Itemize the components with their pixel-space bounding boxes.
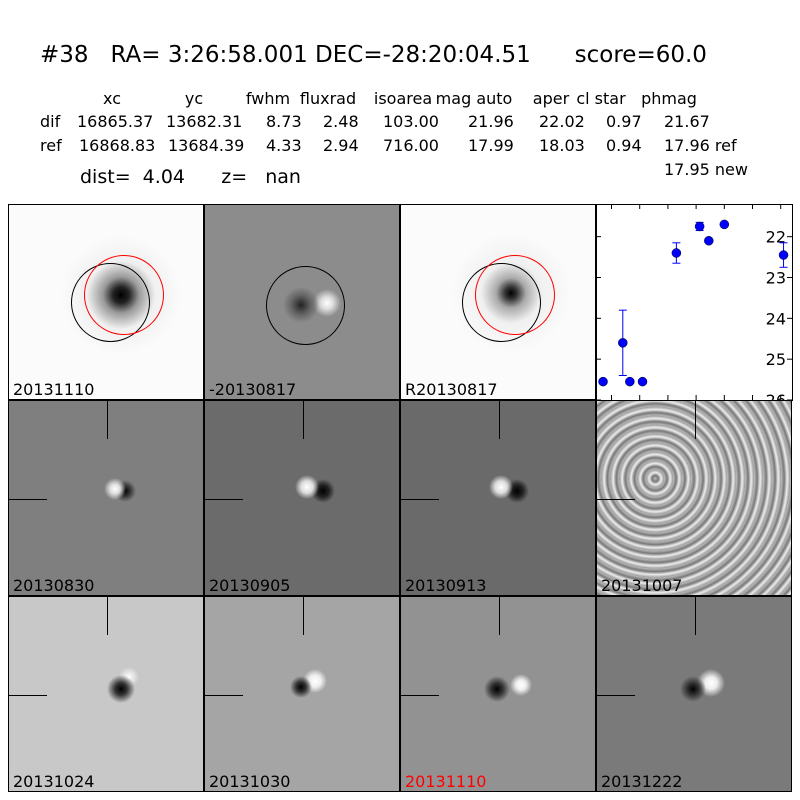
stamp-epoch: 20131030 bbox=[204, 596, 400, 792]
reference-circle bbox=[84, 255, 164, 335]
stamp-label: 20131007 bbox=[601, 576, 683, 595]
stamp-label: 20131030 bbox=[209, 772, 291, 791]
table-cell: 17.99 bbox=[468, 136, 514, 155]
stamp-label: 20131110 bbox=[405, 772, 487, 791]
data-point bbox=[778, 250, 789, 260]
column-header: fwhm bbox=[245, 89, 291, 108]
y-tick-label: 22 bbox=[766, 228, 786, 247]
crosshair-horizontal bbox=[205, 499, 243, 500]
table-cell: 16865.37 bbox=[77, 112, 154, 131]
stamp-label: 20131222 bbox=[601, 772, 683, 791]
column-header: aper bbox=[532, 89, 570, 108]
reference-circle bbox=[475, 255, 555, 335]
new-mag-text: 17.95 new bbox=[664, 160, 748, 179]
table-cell: 21.96 bbox=[468, 112, 514, 131]
stamp-epoch: 20130913 bbox=[400, 400, 596, 596]
column-header: xc bbox=[103, 89, 121, 108]
crosshair-vertical bbox=[695, 597, 696, 635]
data-point bbox=[671, 248, 682, 258]
table-cell: 21.67 bbox=[664, 112, 710, 131]
data-point bbox=[598, 376, 608, 387]
figure-title: #38 RA= 3:26:58.001 DEC=-28:20:04.51 sco… bbox=[40, 42, 707, 68]
stamp-label: 20130905 bbox=[209, 576, 291, 595]
table-cell: 13684.39 bbox=[168, 136, 245, 155]
crosshair-vertical bbox=[695, 401, 696, 439]
table-cell: 2.94 bbox=[323, 136, 359, 155]
stamp-label: 20130830 bbox=[13, 576, 95, 595]
crosshair-vertical bbox=[499, 597, 500, 635]
column-header: isoarea bbox=[373, 89, 433, 108]
table-cell: 0.94 bbox=[606, 136, 642, 155]
distance-text: dist= 4.04 z= nan bbox=[80, 166, 301, 188]
stamp-epoch: 20131110 bbox=[400, 596, 596, 792]
y-tick-label: 24 bbox=[766, 309, 786, 328]
stamp-new: 20131110 bbox=[8, 204, 204, 400]
column-header: yc bbox=[184, 89, 204, 108]
crosshair-horizontal bbox=[9, 695, 47, 696]
y-tick-label: 23 bbox=[766, 269, 786, 288]
aperture-circle bbox=[266, 266, 345, 345]
data-point bbox=[618, 338, 628, 348]
stamp-epoch: 20131007 bbox=[596, 400, 792, 596]
stamp-label: R20130817 bbox=[405, 380, 498, 399]
crosshair-vertical bbox=[303, 597, 304, 635]
table-cell: 2.48 bbox=[323, 112, 359, 131]
plot-frame bbox=[596, 204, 793, 401]
crosshair-vertical bbox=[499, 401, 500, 439]
stamp-epoch: 20131222 bbox=[596, 596, 792, 792]
crosshair-horizontal bbox=[597, 499, 635, 500]
column-header: cl star bbox=[576, 89, 626, 108]
stamp-label: -20130817 bbox=[209, 380, 297, 399]
crosshair-horizontal bbox=[205, 695, 243, 696]
table-cell: 22.02 bbox=[539, 112, 585, 131]
crosshair-horizontal bbox=[9, 499, 47, 500]
stamp-epoch: 20130905 bbox=[204, 400, 400, 596]
column-header: phmag bbox=[641, 89, 697, 108]
crosshair-horizontal bbox=[401, 499, 439, 500]
data-point bbox=[694, 221, 705, 232]
row-label: dif bbox=[40, 112, 61, 131]
table-cell: 4.33 bbox=[266, 136, 302, 155]
y-tick-label: 25 bbox=[766, 350, 786, 369]
stamp-epoch: 20130830 bbox=[8, 400, 204, 596]
table-cell: 8.73 bbox=[266, 112, 302, 131]
crosshair-vertical bbox=[107, 401, 108, 439]
stamp-label: 20131024 bbox=[13, 772, 95, 791]
crosshair-horizontal bbox=[401, 695, 439, 696]
table-cell: 0.97 bbox=[606, 112, 642, 131]
crosshair-horizontal bbox=[597, 695, 635, 696]
crosshair-vertical bbox=[303, 401, 304, 439]
stamp-reference: R20130817 bbox=[400, 204, 596, 400]
data-point bbox=[719, 219, 730, 230]
crosshair-vertical bbox=[107, 597, 108, 635]
data-point bbox=[625, 376, 635, 387]
stamp-label: 20131110 bbox=[13, 380, 95, 399]
table-cell: 17.96 ref bbox=[664, 136, 737, 155]
column-header: fluxrad bbox=[299, 89, 357, 108]
stamp-label: 20130913 bbox=[405, 576, 487, 595]
table-cell: 18.03 bbox=[539, 136, 585, 155]
table-cell: 16868.83 bbox=[79, 136, 156, 155]
table-cell: 716.00 bbox=[383, 136, 439, 155]
data-point bbox=[637, 376, 648, 387]
row-label: ref bbox=[40, 136, 62, 155]
data-point bbox=[704, 236, 714, 246]
table-cell: 103.00 bbox=[383, 112, 439, 131]
stamp-epoch: 20131024 bbox=[8, 596, 204, 792]
stamp-difference: -20130817 bbox=[204, 204, 400, 400]
column-header: mag auto bbox=[435, 89, 513, 108]
table-cell: 13682.31 bbox=[166, 112, 243, 131]
